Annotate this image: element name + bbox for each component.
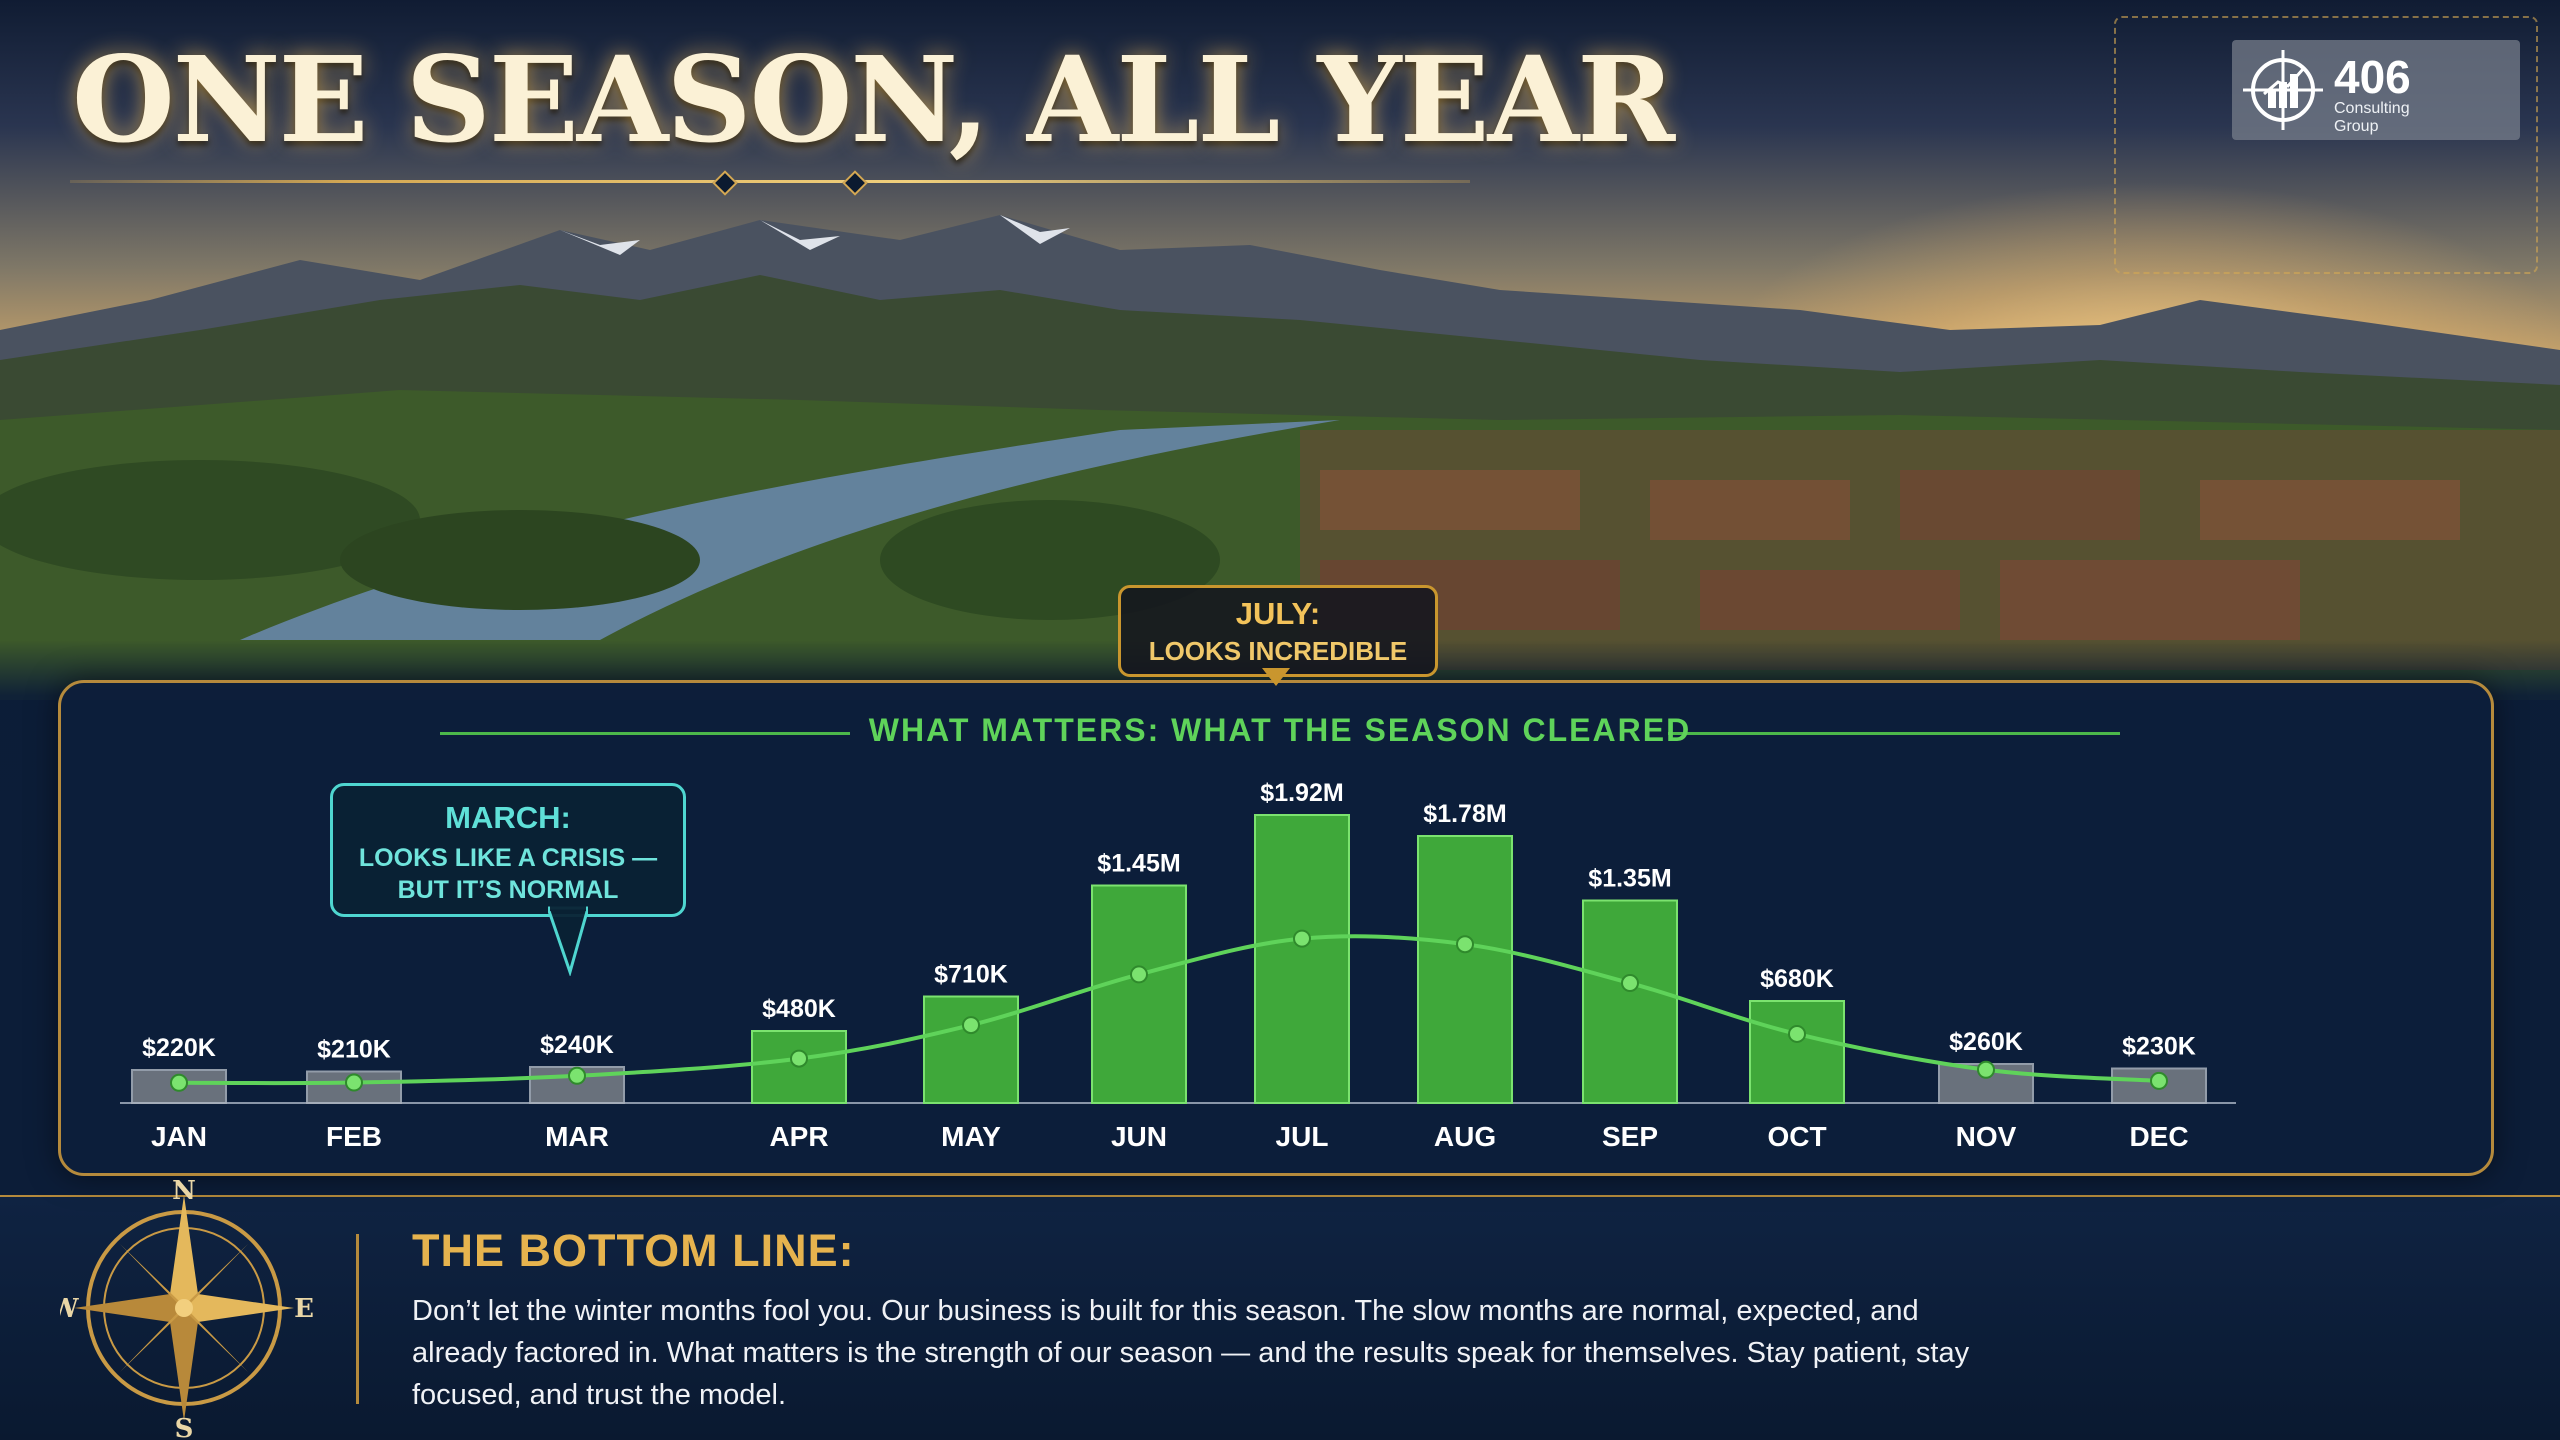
page-title: ONE SEASON, ALL YEAR bbox=[72, 30, 1675, 169]
bottom-line-backdrop bbox=[0, 1195, 2560, 1440]
title-underline bbox=[70, 180, 1470, 183]
data-label: $680K bbox=[1760, 965, 1834, 993]
bar-sep bbox=[1582, 899, 1678, 1104]
chart-title-rule-left bbox=[440, 732, 850, 735]
bar-oct bbox=[1749, 1000, 1845, 1104]
chart-title: WHAT MATTERS: WHAT THE SEASON CLEARED bbox=[868, 712, 1692, 748]
data-label: $1.78M bbox=[1423, 800, 1506, 828]
march-callout-line: BUT IT’S NORMAL bbox=[397, 876, 619, 904]
march-callout-pointer bbox=[548, 906, 588, 976]
trend-point bbox=[962, 1016, 980, 1035]
x-tick-label: JUN bbox=[1111, 1121, 1167, 1152]
march-callout: MARCH: LOOKS LIKE A CRISIS — BUT IT’S NO… bbox=[330, 783, 686, 917]
data-label: $710K bbox=[934, 961, 1008, 989]
march-callout-line: LOOKS LIKE A CRISIS — bbox=[358, 844, 658, 872]
compass-west: W bbox=[60, 1294, 79, 1324]
trend-point bbox=[170, 1073, 188, 1092]
bar-may bbox=[923, 995, 1019, 1104]
march-callout-title: MARCH: bbox=[445, 800, 571, 835]
x-tick-label: NOV bbox=[1956, 1121, 2017, 1152]
july-callout-title: JULY: bbox=[1235, 596, 1321, 631]
trend-point bbox=[345, 1073, 363, 1092]
data-label: $220K bbox=[142, 1034, 216, 1062]
compass-south: S bbox=[175, 1414, 194, 1440]
compass-rose-icon: N S W E bbox=[60, 1176, 314, 1440]
data-label: $240K bbox=[540, 1031, 614, 1059]
trend-point bbox=[790, 1049, 808, 1068]
trend-point bbox=[2150, 1071, 2168, 1090]
data-label: $260K bbox=[1949, 1028, 2023, 1056]
trend-point bbox=[1456, 935, 1474, 954]
x-tick-label: MAY bbox=[941, 1121, 1001, 1152]
compass-east: E bbox=[294, 1294, 314, 1324]
trend-point bbox=[1621, 974, 1639, 993]
x-tick-label: MAR bbox=[545, 1121, 609, 1152]
march-callout-text: LOOKS LIKE A CRISIS — BUT IT’S NORMAL bbox=[333, 842, 683, 906]
trend-point bbox=[568, 1066, 586, 1085]
data-label: $1.45M bbox=[1097, 850, 1180, 878]
x-tick-label: FEB bbox=[326, 1121, 382, 1152]
landscape-illustration bbox=[0, 215, 2560, 700]
bottom-line-heading: THE BOTTOM LINE: bbox=[412, 1225, 855, 1276]
trend-line bbox=[178, 934, 2160, 1086]
x-tick-label: AUG bbox=[1434, 1121, 1496, 1152]
trend-point bbox=[1977, 1060, 1995, 1079]
bottom-line-divider bbox=[356, 1234, 359, 1404]
july-callout-pointer bbox=[1262, 668, 1290, 686]
x-tick-label: SEP bbox=[1602, 1121, 1658, 1152]
bar-jun bbox=[1091, 884, 1187, 1104]
x-tick-label: OCT bbox=[1767, 1121, 1826, 1152]
logo-number: 406 bbox=[2334, 51, 2411, 103]
compass-north: N bbox=[172, 1176, 196, 1206]
data-label: $480K bbox=[762, 995, 836, 1023]
x-tick-label: JUL bbox=[1276, 1121, 1329, 1152]
data-label: $1.92M bbox=[1260, 779, 1343, 807]
logo-frame bbox=[2114, 16, 2538, 274]
x-tick-label: JAN bbox=[151, 1121, 207, 1152]
trend-point bbox=[1130, 965, 1148, 984]
data-label: $230K bbox=[2122, 1033, 2196, 1061]
company-logo bbox=[2232, 40, 2520, 140]
trend-point bbox=[1788, 1024, 1806, 1043]
data-label: $1.35M bbox=[1588, 865, 1671, 893]
chart-title-rule-right bbox=[1668, 732, 2120, 735]
data-label: $210K bbox=[317, 1036, 391, 1064]
bar-jul bbox=[1254, 814, 1350, 1104]
trend-point bbox=[1293, 929, 1311, 948]
compass-chart-icon bbox=[2243, 50, 2323, 130]
bar-aug bbox=[1417, 835, 1513, 1104]
x-tick-label: DEC bbox=[2129, 1121, 2188, 1152]
bottom-line-text: Don’t let the winter months fool you. Ou… bbox=[412, 1295, 1970, 1411]
july-callout-text: LOOKS INCREDIBLE bbox=[1148, 636, 1408, 666]
x-tick-label: APR bbox=[769, 1121, 828, 1152]
july-callout: JULY: LOOKS INCREDIBLE bbox=[1118, 585, 1438, 677]
logo-subtitle: Consulting Group bbox=[2334, 100, 2410, 135]
